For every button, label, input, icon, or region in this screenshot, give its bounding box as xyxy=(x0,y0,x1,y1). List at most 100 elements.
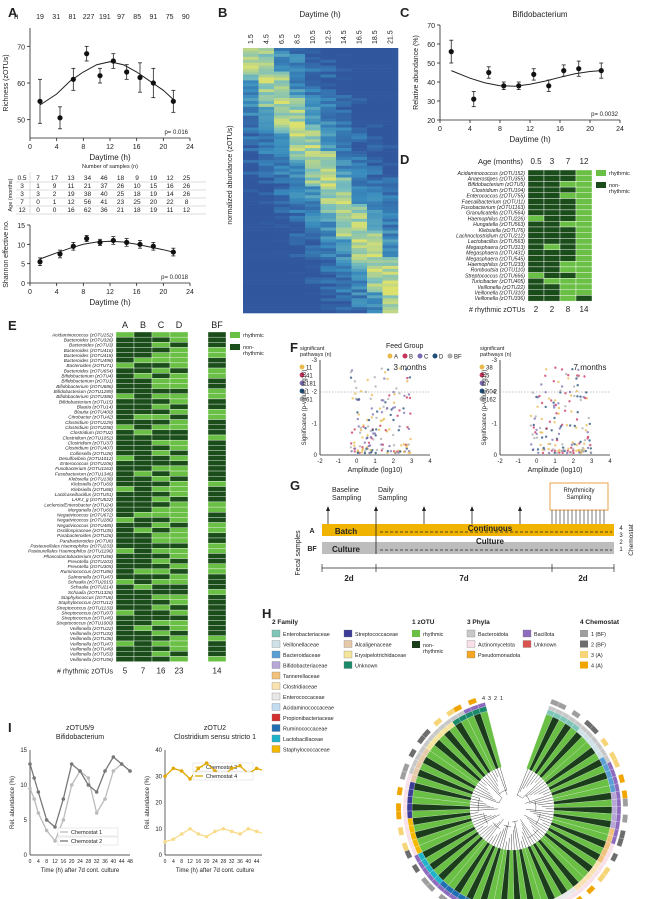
heatmap-cell xyxy=(243,80,259,84)
heatmap-cell xyxy=(367,118,383,122)
x-tick-label: 12 xyxy=(52,859,58,865)
heatmap-cell xyxy=(305,101,321,105)
zotu-swatch xyxy=(412,641,420,648)
pathway-point xyxy=(393,406,397,409)
heatmap-cell xyxy=(320,71,337,75)
pathway-point xyxy=(384,401,387,404)
rhythmic-count: 8 xyxy=(566,305,571,314)
phyla-ring-segment xyxy=(616,798,622,807)
family-label: Acidaminococcaceae xyxy=(283,706,334,712)
heatmap-cell xyxy=(305,301,321,305)
heatmap-cell xyxy=(351,260,368,264)
grid-cell xyxy=(527,169,545,176)
taxon-label: LARJ_g (zOTU522) xyxy=(72,497,114,502)
heatmap-cell xyxy=(367,106,383,111)
pathway-point xyxy=(365,437,368,440)
heatmap-cell xyxy=(382,183,399,187)
heatmap-cell xyxy=(305,209,321,214)
series-point xyxy=(103,769,107,773)
heatmap-cell xyxy=(258,95,275,99)
grid-cell xyxy=(115,651,135,657)
heatmap-cell xyxy=(274,145,290,149)
heatmap-cell xyxy=(274,106,290,111)
pathway-point xyxy=(372,432,375,435)
grid-cell xyxy=(207,548,227,554)
series-point xyxy=(69,762,74,766)
heatmap-cell xyxy=(320,301,337,305)
pathway-point xyxy=(544,374,547,377)
grid-cell xyxy=(115,465,135,472)
data-point xyxy=(170,249,176,255)
y-tick-label: 10 xyxy=(20,783,27,789)
heatmap-cell xyxy=(336,224,352,228)
heatmap-cell xyxy=(274,260,290,264)
grid-cell xyxy=(133,445,153,451)
tree-branch xyxy=(525,781,545,797)
p-value: p= 0.0032 xyxy=(591,112,619,118)
grid-cell xyxy=(115,362,135,369)
series-point xyxy=(128,769,132,773)
heatmap-cell xyxy=(320,74,337,78)
sig-title: significant xyxy=(480,346,505,352)
grid-cell xyxy=(133,367,153,374)
heatmap-cell xyxy=(382,59,399,64)
pathway-point xyxy=(571,442,575,446)
grid-cell xyxy=(169,640,189,647)
heatmap-cell xyxy=(305,71,321,75)
legend-box xyxy=(192,771,254,781)
table-cell: 26 xyxy=(117,183,125,190)
x-tick-label: 4 xyxy=(55,144,59,151)
series-point xyxy=(163,840,167,844)
pathway-point xyxy=(534,415,537,418)
grid-cell xyxy=(543,209,561,216)
grid-cell xyxy=(133,553,153,559)
heatmap-cell xyxy=(367,142,383,146)
heatmap-cell xyxy=(258,106,275,111)
pathway-point xyxy=(534,431,537,434)
heatmap-cell xyxy=(351,198,368,202)
pathway-point xyxy=(539,431,542,434)
heatmap-cell xyxy=(274,77,290,81)
arrow-head xyxy=(374,506,378,511)
grid-cell xyxy=(133,393,153,400)
data-point xyxy=(516,83,522,89)
taxon-label: Acidaminococcus (zOTU152) xyxy=(51,332,113,337)
heatmap-cell xyxy=(336,168,352,172)
taxon-label: Bacteroides (zOTU416) xyxy=(64,348,114,353)
heatmap-cell xyxy=(336,307,352,311)
grid-cell xyxy=(559,204,577,211)
grid-cell xyxy=(115,409,135,415)
grid-cell xyxy=(133,470,153,477)
tree-branch xyxy=(470,812,479,814)
heatmap-cell xyxy=(243,201,259,205)
grid-cell xyxy=(133,512,153,518)
grid-cell xyxy=(543,204,561,211)
table-cell: 1 xyxy=(53,199,57,206)
pathway-point xyxy=(402,411,406,415)
heatmap-cell xyxy=(320,230,337,234)
data-point xyxy=(150,243,156,249)
heatmap-cell xyxy=(289,168,306,172)
heatmap-cell xyxy=(274,68,290,72)
grid-cell xyxy=(575,209,593,216)
pathway-point xyxy=(553,449,557,452)
heatmap-cell xyxy=(305,298,321,302)
grid-cell xyxy=(115,336,135,343)
heatmap-cell xyxy=(289,151,306,155)
heatmap-cell xyxy=(243,86,259,90)
grid-cell xyxy=(115,470,135,477)
heatmap-cell xyxy=(382,242,399,246)
heatmap-cell xyxy=(305,230,321,234)
pathway-point xyxy=(567,374,570,377)
heatmap-cell xyxy=(305,201,321,205)
pathway-count: 5 xyxy=(486,374,490,380)
grid-cell xyxy=(133,563,153,570)
chemostat-number: 4 xyxy=(619,526,623,532)
grid-cell xyxy=(133,357,153,364)
x-tick-label: 24 xyxy=(186,289,194,296)
pathway-point xyxy=(572,447,575,451)
heatmap-cell xyxy=(336,98,352,102)
panel-b-label: B xyxy=(218,5,228,20)
table-cell: 36 xyxy=(100,207,108,214)
